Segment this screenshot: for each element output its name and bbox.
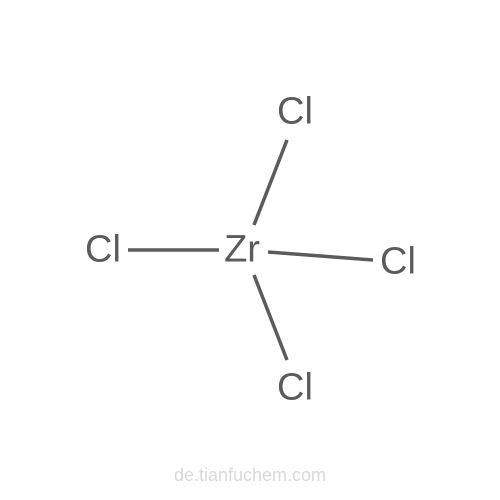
bond-line — [254, 275, 287, 360]
atom-bottom-cl: Cl — [277, 367, 313, 410]
bond-line — [268, 252, 373, 260]
bond-line — [254, 140, 287, 225]
watermark-text: de.tianfuchem.com — [174, 465, 326, 486]
atom-top-cl: Cl — [277, 91, 313, 134]
atom-left-cl: Cl — [85, 229, 121, 272]
atom-center-zr: Zr — [224, 229, 260, 272]
atom-right-cl: Cl — [380, 241, 416, 284]
